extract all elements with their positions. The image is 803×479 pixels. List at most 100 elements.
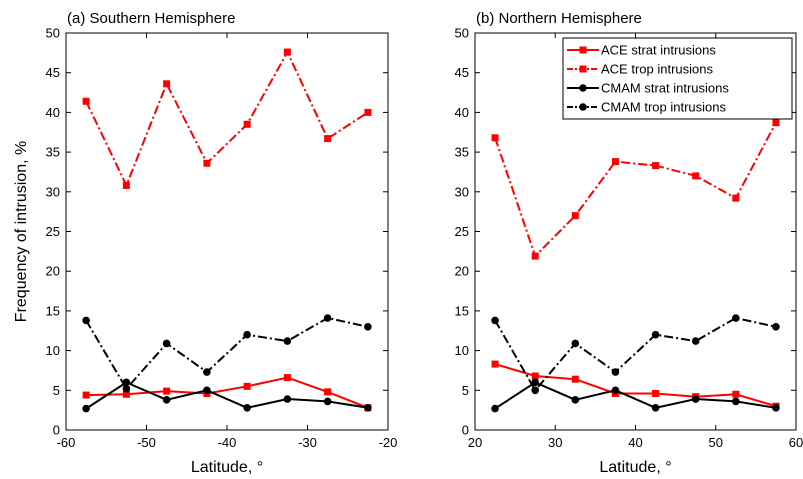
y-tick-label: 30 bbox=[46, 184, 60, 199]
series-line bbox=[85, 381, 369, 410]
legend-swatch-marker bbox=[579, 65, 587, 73]
data-point-square bbox=[324, 135, 332, 143]
data-point-circle bbox=[491, 316, 499, 325]
legend-entry-label: ACE trop intrusions bbox=[601, 62, 713, 77]
data-point-square bbox=[163, 387, 171, 395]
data-point-circle bbox=[691, 337, 700, 345]
data-point-circle bbox=[162, 396, 171, 404]
data-point-square bbox=[531, 252, 539, 260]
data-point-square bbox=[283, 374, 291, 382]
data-point-circle bbox=[122, 384, 131, 393]
data-point-circle bbox=[611, 386, 620, 395]
y-tick-label: 0 bbox=[53, 423, 60, 438]
y-tick-label: 35 bbox=[455, 145, 469, 160]
data-point-square bbox=[122, 181, 130, 189]
y-tick-label: 45 bbox=[455, 65, 469, 80]
series-line bbox=[86, 376, 369, 409]
y-tick-label: 15 bbox=[455, 303, 469, 318]
data-point-circle bbox=[243, 403, 251, 412]
series-line bbox=[494, 381, 777, 410]
y-tick-label: 15 bbox=[46, 303, 60, 318]
chart-title: (b) Northern Hemisphere bbox=[476, 10, 642, 27]
data-point-circle bbox=[203, 368, 211, 376]
y-tick-label: 40 bbox=[46, 105, 60, 120]
y-tick-label: 20 bbox=[455, 264, 469, 279]
x-axis-label: Latitude, ° bbox=[599, 459, 671, 476]
y-tick-label: 35 bbox=[46, 145, 60, 160]
series-line bbox=[494, 316, 777, 393]
data-point-square bbox=[732, 194, 740, 202]
data-point-circle bbox=[283, 395, 292, 403]
data-point-circle bbox=[203, 386, 211, 395]
chart-panel-1: 0 5 10 15 20 25 30 35 40 45 50 -60 -50 -40 -30 -20 (a) S… bbox=[13, 10, 397, 476]
chart-title: (a) Southern Hemisphere bbox=[67, 10, 235, 27]
x-tick-label: 60 bbox=[789, 435, 803, 450]
x-tick-label: 50 bbox=[709, 435, 723, 450]
x-tick-label: 40 bbox=[628, 435, 642, 450]
x-tick-label: -20 bbox=[379, 435, 398, 450]
legend-entry-label: CMAM strat intrusions bbox=[601, 81, 729, 96]
data-point-square bbox=[571, 212, 579, 220]
data-point-circle bbox=[732, 397, 740, 406]
data-point-square bbox=[692, 172, 700, 180]
series-cmam-strat bbox=[491, 378, 780, 413]
legend-swatch-marker bbox=[579, 46, 587, 54]
data-point-square bbox=[243, 382, 251, 390]
x-tick-label: 30 bbox=[548, 435, 562, 450]
data-point-square bbox=[531, 372, 539, 380]
y-tick-label: 45 bbox=[46, 65, 60, 80]
legend-entry-label: ACE strat intrusions bbox=[601, 43, 716, 58]
data-point-circle bbox=[364, 403, 372, 412]
y-tick-label: 20 bbox=[46, 264, 60, 279]
data-point-circle bbox=[691, 395, 700, 403]
y-tick-label: 50 bbox=[455, 26, 469, 41]
series-cmam-trop bbox=[491, 314, 780, 395]
series-cmam-strat bbox=[82, 378, 372, 413]
data-point-circle bbox=[651, 330, 660, 339]
data-point-circle bbox=[82, 404, 90, 413]
data-point-circle bbox=[243, 330, 251, 339]
data-point-square bbox=[732, 390, 740, 398]
chart-panel-2: 0 5 10 15 20 25 30 35 40 45 50 20 30 40 50 60 (b) Northe… bbox=[455, 10, 803, 476]
x-tick-label: -50 bbox=[137, 435, 156, 450]
y-tick-label: 5 bbox=[53, 383, 60, 398]
x-tick-label: 20 bbox=[468, 435, 482, 450]
data-point-square bbox=[82, 391, 90, 399]
series-line bbox=[85, 316, 369, 391]
data-point-circle bbox=[323, 314, 332, 322]
data-point-square bbox=[491, 360, 499, 368]
data-point-square bbox=[122, 390, 130, 398]
data-point-circle bbox=[82, 316, 90, 325]
series-line bbox=[494, 363, 777, 408]
data-point-square bbox=[364, 108, 372, 116]
y-tick-label: 40 bbox=[455, 105, 469, 120]
legend-swatch-marker bbox=[579, 103, 587, 111]
series-ace-trop bbox=[491, 119, 780, 260]
x-tick-label: -60 bbox=[57, 435, 76, 450]
y-tick-label: 25 bbox=[46, 224, 60, 239]
y-tick-label: 10 bbox=[46, 343, 60, 358]
data-point-square bbox=[203, 159, 211, 167]
y-tick-label: 30 bbox=[455, 184, 469, 199]
legend-entry-label: CMAM trop intrusions bbox=[601, 100, 726, 115]
data-point-square bbox=[243, 120, 251, 128]
x-tick-label: -30 bbox=[298, 435, 317, 450]
data-point-circle bbox=[531, 386, 539, 395]
data-point-square bbox=[652, 162, 660, 170]
data-point-circle bbox=[571, 396, 580, 404]
data-point-circle bbox=[571, 339, 580, 348]
data-point-square bbox=[324, 388, 332, 396]
data-point-circle bbox=[283, 337, 292, 345]
data-point-circle bbox=[162, 339, 171, 348]
x-tick-label: -40 bbox=[218, 435, 237, 450]
y-axis-label: Frequency of intrusion, % bbox=[13, 141, 30, 322]
y-tick-label: 5 bbox=[462, 383, 469, 398]
data-point-square bbox=[772, 119, 780, 127]
data-point-square bbox=[571, 375, 579, 383]
y-tick-label: 0 bbox=[462, 423, 469, 438]
x-axis-label: Latitude, ° bbox=[191, 459, 263, 476]
data-point-circle bbox=[364, 322, 372, 331]
data-point-circle bbox=[772, 322, 780, 331]
legend-box bbox=[562, 37, 793, 120]
